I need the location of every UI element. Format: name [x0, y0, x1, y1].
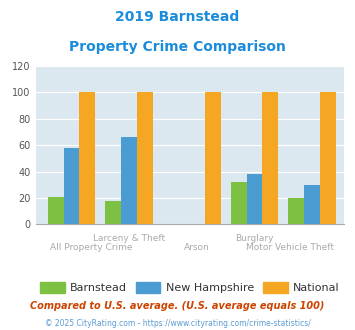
Bar: [231, 182, 247, 224]
Bar: [247, 174, 262, 224]
Text: All Property Crime: All Property Crime: [50, 243, 132, 252]
Bar: [48, 197, 64, 224]
Bar: [205, 92, 221, 224]
Bar: [262, 92, 278, 224]
Text: © 2025 CityRating.com - https://www.cityrating.com/crime-statistics/: © 2025 CityRating.com - https://www.city…: [45, 319, 310, 328]
Bar: [121, 137, 137, 224]
Bar: [64, 148, 79, 224]
Text: 2019 Barnstead: 2019 Barnstead: [115, 10, 240, 24]
Legend: Barnstead, New Hampshire, National: Barnstead, New Hampshire, National: [36, 278, 344, 297]
Text: Compared to U.S. average. (U.S. average equals 100): Compared to U.S. average. (U.S. average …: [30, 301, 325, 311]
Text: Arson: Arson: [184, 243, 210, 252]
Bar: [137, 92, 153, 224]
Text: Larceny & Theft: Larceny & Theft: [93, 234, 165, 243]
Text: Property Crime Comparison: Property Crime Comparison: [69, 40, 286, 53]
Text: Motor Vehicle Theft: Motor Vehicle Theft: [246, 243, 334, 252]
Bar: [304, 185, 320, 224]
Bar: [79, 92, 95, 224]
Bar: [320, 92, 336, 224]
Text: Burglary: Burglary: [235, 234, 274, 243]
Bar: [105, 201, 121, 224]
Bar: [288, 198, 304, 224]
